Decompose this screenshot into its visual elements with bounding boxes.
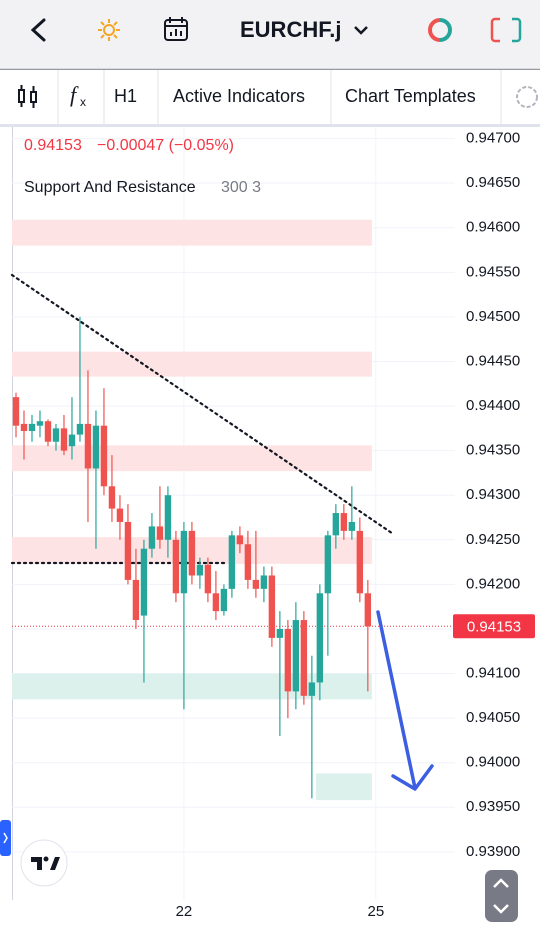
candle-body bbox=[292, 620, 300, 692]
last-price-badge bbox=[453, 614, 535, 639]
y-tick-label: 0.94400 bbox=[466, 397, 520, 414]
candle-body bbox=[356, 530, 364, 594]
candle-body bbox=[60, 428, 68, 451]
candle-body bbox=[276, 628, 284, 638]
candle-body bbox=[92, 425, 100, 469]
candle-body bbox=[308, 682, 316, 696]
side-panel-tab[interactable] bbox=[0, 820, 11, 856]
candle-body bbox=[300, 620, 308, 696]
tradingview-logo[interactable] bbox=[20, 839, 68, 887]
candle-body bbox=[172, 539, 180, 594]
trend-line bbox=[10, 273, 394, 535]
candle-body bbox=[84, 423, 92, 469]
candle-body bbox=[28, 423, 36, 432]
y-tick-label: 0.94650 bbox=[466, 174, 520, 191]
candle-body bbox=[284, 628, 292, 692]
drawn-arrow bbox=[376, 610, 434, 791]
toolbar-button[interactable]: Chart Templates bbox=[345, 86, 476, 106]
candle-body bbox=[76, 423, 84, 435]
candle-body bbox=[148, 526, 156, 549]
toolbar-divider bbox=[0, 124, 540, 127]
indicators-button[interactable]: f bbox=[70, 82, 79, 107]
candle-body bbox=[164, 495, 172, 540]
candle-body bbox=[140, 548, 148, 616]
symbol-dropdown[interactable] bbox=[354, 26, 368, 35]
candle-body bbox=[196, 564, 204, 576]
candle-body bbox=[124, 521, 132, 580]
candle-body bbox=[68, 434, 76, 447]
indicators-button-sub: x bbox=[80, 95, 86, 109]
sr-zone bbox=[12, 351, 372, 377]
indicator-name[interactable]: Support And Resistance bbox=[24, 179, 196, 196]
candle-body bbox=[324, 535, 332, 594]
candle-body bbox=[220, 588, 228, 612]
candle-body bbox=[12, 397, 20, 426]
side-panel-tab-icon bbox=[3, 832, 8, 844]
y-tick-label: 0.94500 bbox=[466, 308, 520, 325]
candle-body bbox=[332, 513, 340, 536]
scroll-button[interactable] bbox=[485, 870, 518, 922]
y-tick-label: 0.93900 bbox=[466, 843, 520, 860]
y-tick-label: 0.94700 bbox=[466, 130, 520, 147]
candle-body bbox=[44, 421, 52, 442]
sr-zone bbox=[315, 773, 372, 801]
toolbar-separators bbox=[57, 70, 502, 124]
toolbar-button[interactable]: Active Indicators bbox=[173, 86, 305, 106]
y-tick-label: 0.94250 bbox=[466, 531, 520, 548]
candle-body bbox=[260, 575, 268, 589]
y-tick-label: 0.94000 bbox=[466, 754, 520, 771]
x-tick-label: 25 bbox=[367, 903, 384, 920]
candle-body bbox=[36, 421, 44, 426]
y-tick-label: 0.94200 bbox=[466, 575, 520, 592]
candle-body bbox=[340, 513, 348, 531]
settings-button[interactable] bbox=[516, 86, 538, 108]
layout-button[interactable] bbox=[490, 17, 522, 43]
theme-button[interactable] bbox=[98, 19, 120, 41]
trade-button[interactable] bbox=[428, 18, 452, 42]
sr-zone bbox=[12, 219, 372, 246]
candle-body bbox=[108, 486, 116, 509]
y-tick-label: 0.94550 bbox=[466, 263, 520, 280]
candle-body bbox=[348, 521, 356, 531]
last-price-label: 0.94153 bbox=[467, 618, 521, 635]
candle-body bbox=[228, 535, 236, 589]
candle-body bbox=[156, 526, 164, 540]
toolbar bbox=[0, 70, 540, 124]
symbol[interactable]: EURCHF.j bbox=[240, 17, 341, 42]
candle-body bbox=[132, 579, 140, 621]
legend-change: −0.00047 (−0.05%) bbox=[97, 137, 234, 154]
candle-body bbox=[236, 535, 244, 545]
candle-body bbox=[244, 544, 252, 580]
y-tick-label: 0.93950 bbox=[466, 798, 520, 815]
candle-body bbox=[52, 428, 60, 442]
legend-price: 0.94153 bbox=[24, 137, 82, 154]
candle-body bbox=[316, 593, 324, 683]
y-tick-label: 0.94350 bbox=[466, 442, 520, 459]
candle-body bbox=[188, 530, 196, 576]
candle-body bbox=[180, 530, 188, 594]
y-tick-label: 0.94600 bbox=[466, 219, 520, 236]
chart-type-button[interactable] bbox=[18, 85, 37, 108]
y-tick-label: 0.94050 bbox=[466, 709, 520, 726]
candle-body bbox=[364, 593, 372, 627]
indicator-params: 300 3 bbox=[221, 179, 261, 196]
back-button[interactable] bbox=[30, 18, 46, 42]
candle-body bbox=[116, 508, 124, 522]
candle-body bbox=[212, 593, 220, 612]
candle-body bbox=[204, 564, 212, 594]
y-tick-label: 0.94300 bbox=[466, 486, 520, 503]
calendar-button[interactable] bbox=[164, 17, 188, 41]
y-tick-label: 0.94450 bbox=[466, 352, 520, 369]
candle-body bbox=[100, 425, 108, 487]
y-tick-label: 0.94100 bbox=[466, 665, 520, 682]
plot-area bbox=[10, 127, 455, 900]
candle-body bbox=[20, 423, 28, 432]
x-tick-label: 22 bbox=[176, 903, 193, 920]
candle-body bbox=[268, 575, 276, 638]
candle-body bbox=[252, 579, 260, 589]
interval-button[interactable]: H1 bbox=[114, 86, 137, 106]
